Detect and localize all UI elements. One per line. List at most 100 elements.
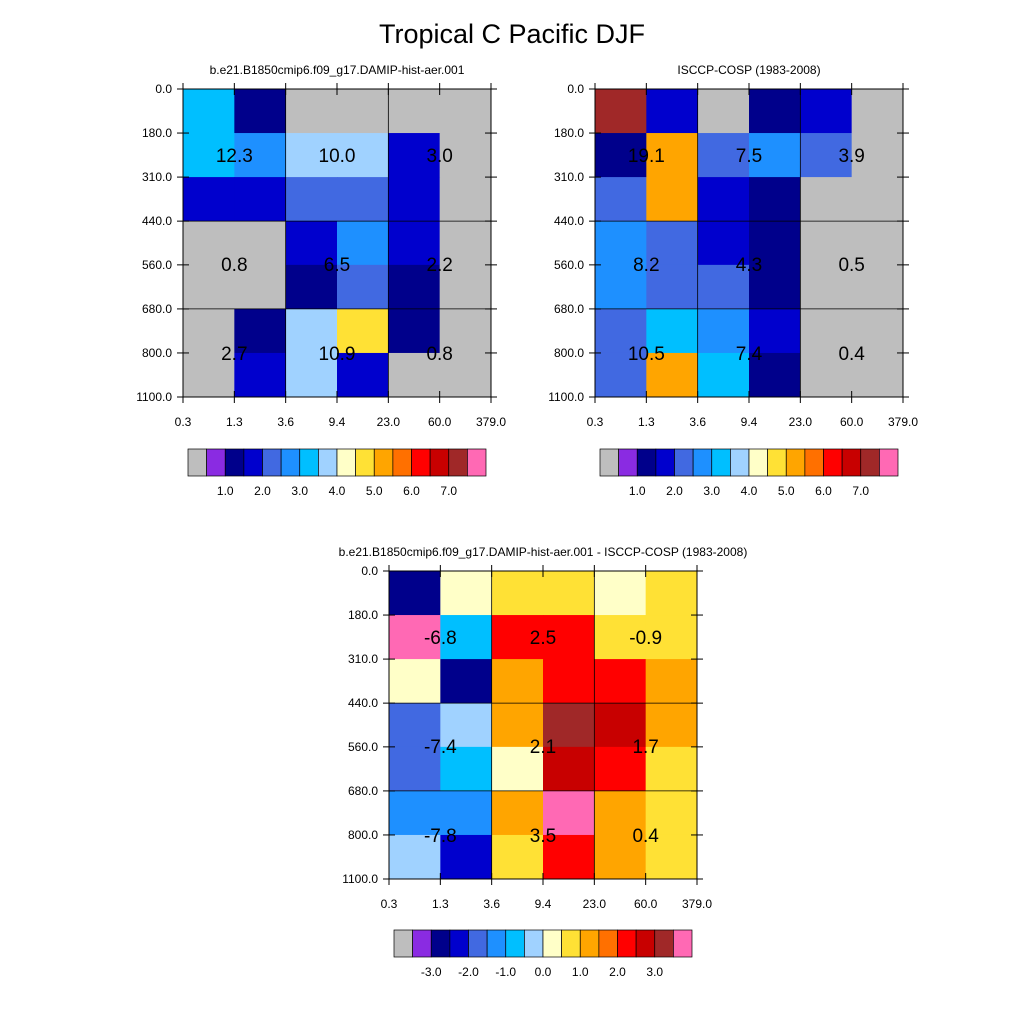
colorbar-label: 1.0 [217, 484, 234, 498]
heatmap-cell [749, 89, 801, 134]
heatmap-cell [595, 352, 647, 398]
heatmap-cell [800, 89, 853, 134]
heatmap-cell [749, 352, 801, 398]
x-tick-label: 3.6 [277, 415, 294, 429]
heatmap-cell [183, 133, 235, 178]
box-value-label: 0.4 [838, 344, 865, 365]
heatmap-cell [543, 659, 595, 704]
colorbar-swatch [711, 448, 731, 477]
heatmap-cell [439, 177, 492, 222]
heatmap-cell [337, 89, 389, 134]
heatmap-cell [439, 221, 492, 266]
box-value-label: 12.3 [216, 146, 253, 167]
box-value-label: -7.4 [424, 737, 457, 758]
box-value-label: 10.5 [628, 344, 665, 365]
colorbar-swatch [617, 929, 637, 958]
heatmap-cell [594, 790, 647, 836]
heatmap-cell [389, 571, 441, 616]
box-value-label: 10.9 [319, 344, 356, 365]
x-tick-label: 1.3 [226, 415, 243, 429]
y-tick-label: 440.0 [348, 696, 378, 710]
heatmap-cell [440, 703, 493, 748]
colorbar-swatch [299, 448, 319, 477]
heatmap-cell [285, 308, 338, 354]
heatmap-cell [337, 264, 389, 310]
x-tick-label: 3.6 [483, 897, 500, 911]
heatmap-cell [646, 308, 699, 354]
heatmap-cell [851, 264, 904, 310]
colorbar-label: 4.0 [329, 484, 346, 498]
heatmap-cell [543, 615, 595, 660]
y-tick-label: 680.0 [554, 302, 584, 316]
panel-title: b.e21.B1850cmip6.f09_g17.DAMIP-hist-aer.… [210, 63, 465, 77]
colorbar-swatch [243, 448, 263, 477]
heatmap-cell [595, 133, 647, 178]
box-value-label: 4.3 [736, 255, 762, 276]
colorbar-swatch [448, 448, 468, 477]
colorbar-swatch [823, 448, 843, 477]
x-tick-label: 379.0 [888, 415, 918, 429]
heatmap-cell [234, 308, 287, 354]
heatmap-cell [440, 746, 493, 792]
heatmap-cell [646, 264, 699, 310]
heatmap-cell [646, 133, 699, 178]
colorbar-swatch [655, 448, 675, 477]
heatmap-cell [285, 133, 338, 178]
heatmap-cell [439, 308, 492, 354]
box-value-label: 2.7 [221, 344, 247, 365]
heatmap-cell [183, 221, 235, 266]
heatmap-cell [851, 221, 904, 266]
heatmap-cell [337, 308, 389, 354]
colorbar-swatch [467, 448, 487, 477]
colorbar-swatch [579, 929, 600, 958]
heatmap-cell [749, 177, 801, 222]
heatmap-cell [234, 177, 287, 222]
colorbar-label: 3.0 [703, 484, 720, 498]
heatmap-cell [543, 790, 595, 836]
colorbar-swatch [785, 448, 806, 477]
heatmap-cell [439, 352, 492, 398]
heatmap-cell [183, 308, 235, 354]
box-value-label: 0.8 [221, 255, 247, 276]
y-tick-label: 680.0 [142, 302, 172, 316]
heatmap-cell [645, 790, 698, 836]
heatmap-cell [851, 89, 904, 134]
colorbar-swatch [224, 448, 245, 477]
x-tick-label: 1.3 [638, 415, 655, 429]
heatmap-cell [388, 264, 441, 310]
heatmap-cell [388, 133, 441, 178]
heatmap-cell [749, 221, 801, 266]
heatmap-cell [594, 746, 647, 792]
heatmap-cell [594, 659, 647, 704]
heatmap-cell [439, 264, 492, 310]
heatmap-cell [697, 221, 750, 266]
colorbar-swatch [635, 929, 656, 958]
box-value-label: 2.2 [426, 255, 452, 276]
box-value-label: 3.9 [838, 146, 864, 167]
colorbar-swatch [430, 929, 451, 958]
heatmap-cell [646, 221, 699, 266]
x-tick-label: 0.3 [587, 415, 604, 429]
colorbar-swatch [599, 448, 619, 477]
heatmap-cell [595, 177, 647, 222]
heatmap-cell [595, 308, 647, 354]
panel-difference: b.e21.B1850cmip6.f09_g17.DAMIP-hist-aer.… [339, 545, 748, 979]
colorbar-swatch [187, 448, 207, 477]
heatmap-cell [800, 133, 853, 178]
box-value-label: 0.5 [838, 255, 864, 276]
colorbar-label: 7.0 [440, 484, 457, 498]
colorbar-swatch [524, 929, 544, 958]
heatmap-cell [491, 834, 544, 880]
y-tick-label: 440.0 [142, 214, 172, 228]
heatmap-cell [645, 746, 698, 792]
heatmap-cell [646, 177, 699, 222]
y-tick-label: 310.0 [554, 170, 584, 184]
heatmap-cell [594, 703, 647, 748]
heatmap-cell [440, 659, 493, 704]
heatmap-cell [389, 790, 441, 836]
heatmap-cell [388, 352, 441, 398]
heatmap-cell [594, 834, 647, 880]
x-tick-label: 23.0 [789, 415, 813, 429]
colorbar-swatch [355, 448, 375, 477]
box-value-label: 6.5 [324, 255, 350, 276]
